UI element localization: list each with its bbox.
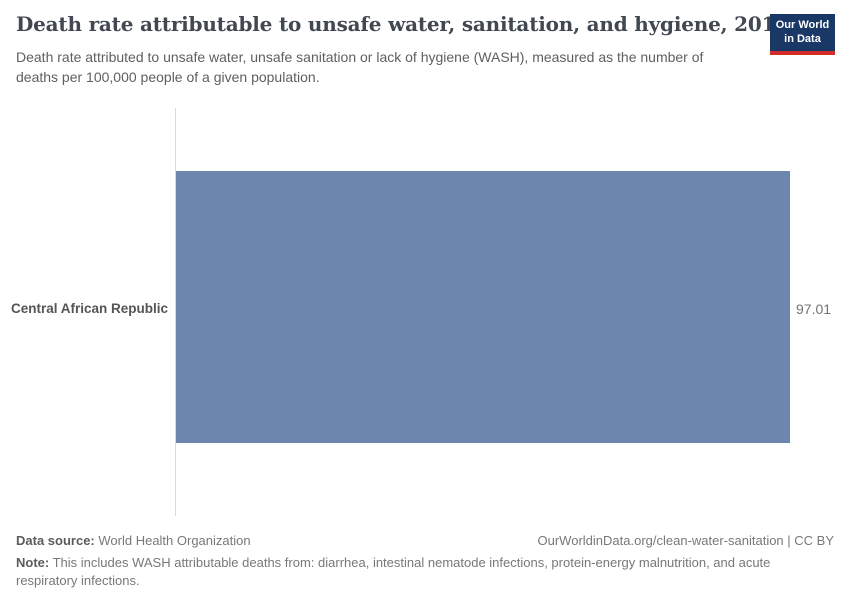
footer-note-text: This includes WASH attributable deaths f… bbox=[16, 555, 771, 589]
data-source-label: Data source: bbox=[16, 533, 95, 548]
bar-value-label: 97.01 bbox=[796, 301, 832, 317]
footer-source-row: Data source: World Health Organization O… bbox=[16, 533, 834, 548]
data-source-value: World Health Organization bbox=[98, 533, 251, 548]
owid-logo-line2: in Data bbox=[784, 33, 821, 46]
bar[interactable] bbox=[176, 171, 790, 443]
data-source-text: Data source: World Health Organization bbox=[16, 533, 251, 548]
page-title: Death rate attributable to unsafe water,… bbox=[16, 12, 790, 36]
owid-logo-line1: Our World bbox=[775, 19, 830, 31]
footer-link[interactable]: OurWorldinData.org/clean-water-sanitatio… bbox=[537, 533, 834, 548]
footer-note: Note: This includes WASH attributable de… bbox=[16, 554, 820, 590]
footer-note-label: Note: bbox=[16, 555, 50, 570]
y-axis-line bbox=[175, 108, 176, 516]
chart-subtitle: Death rate attributed to unsafe water, u… bbox=[16, 49, 704, 85]
bar-category-label: Central African Republic bbox=[10, 301, 168, 316]
owid-logo: Our World in Data bbox=[770, 14, 835, 55]
